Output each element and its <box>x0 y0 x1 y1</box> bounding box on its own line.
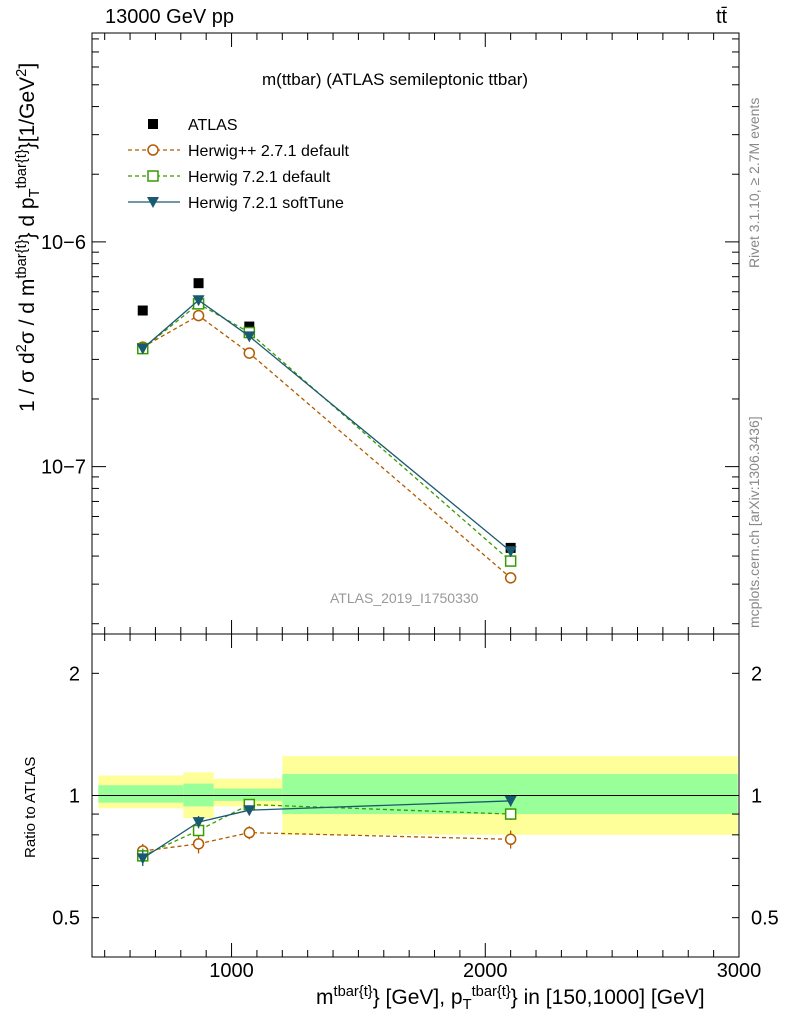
main-point <box>504 572 517 584</box>
y-tick-label-ratio: 0.5 <box>52 908 80 930</box>
main-series-layer <box>136 278 517 584</box>
ratio-point <box>243 805 256 817</box>
main-point <box>504 546 517 558</box>
band-inner-1 <box>183 783 214 807</box>
legend-label: Herwig++ 2.7.1 default <box>188 143 350 160</box>
main-point <box>192 295 205 307</box>
y-tick-label-main: 10−6 <box>41 232 86 254</box>
main-series-line-3 <box>142 299 512 552</box>
ratio-point <box>136 853 149 865</box>
side-text-rivet: Rivet 3.1.10, ≥ 2.7M events <box>746 97 762 268</box>
main-point <box>243 331 256 343</box>
ratio-point <box>504 808 517 820</box>
band-inner-3 <box>282 773 738 815</box>
y-axis-label-main: 1 / σ d2σ / d mtbar{t}} d pTtbar{t}}[1/G… <box>14 62 44 412</box>
chart-title: m(ttbar) (ATLAS semileptonic ttbar) <box>262 70 529 89</box>
legend: ATLAS Herwig++ 2.7.1 default Herwig 7.2.1 … <box>128 117 350 212</box>
legend-marker <box>148 119 158 129</box>
ratio-point <box>504 795 517 807</box>
side-text-source: mcplots.cern.ch [arXiv:1306.3436] <box>746 416 762 628</box>
main-series-line-1 <box>142 314 512 579</box>
legend-label: ATLAS <box>188 117 238 134</box>
header-left: 13000 GeV pp <box>105 6 234 28</box>
x-tick-label: 2000 <box>463 960 508 982</box>
band-inner-2 <box>213 788 283 801</box>
ratio-point <box>192 838 205 850</box>
main-series-line-2 <box>142 303 512 562</box>
legend-label: Herwig 7.2.1 default <box>188 169 331 186</box>
x-tick-label: 3000 <box>717 960 762 982</box>
y-axis-label-ratio: Ratio to ATLAS <box>22 756 39 858</box>
y-tick-label-ratio-right: 0.5 <box>751 908 779 930</box>
ratio-uncertainty-bands <box>92 756 739 835</box>
main-point <box>136 343 149 355</box>
band-inner-0 <box>98 785 184 803</box>
main-point <box>243 347 256 359</box>
ratio-point <box>192 817 205 829</box>
legend-marker <box>147 197 159 208</box>
ratio-series-line-2 <box>142 800 511 859</box>
main-point <box>137 305 148 316</box>
y-tick-label-ratio-right: 1 <box>751 786 762 808</box>
ratio-series-layer <box>136 795 517 867</box>
ratio-series-line-0 <box>142 831 511 852</box>
x-axis-label: mtbar{t}} [GeV], pTtbar{t}} in [150,1000… <box>316 984 705 1014</box>
y-tick-label-ratio: 1 <box>69 786 80 808</box>
x-tick-label: 1000 <box>209 960 254 982</box>
ratio-point <box>243 826 256 839</box>
legend-label: Herwig 7.2.1 softTune <box>188 195 344 212</box>
ratio-series-line-1 <box>142 803 511 857</box>
main-point <box>504 555 517 567</box>
main-point <box>192 309 205 322</box>
main-point <box>193 278 204 289</box>
y-tick-label-main: 10−7 <box>41 457 86 479</box>
legend-marker <box>147 144 159 156</box>
axis-ticks: 10−6 10−7 0.5 0.5 1 1 2 2 1000 2000 3000 <box>41 33 779 982</box>
watermark: ATLAS_2019_I1750330 <box>330 590 479 606</box>
y-tick-label-ratio: 2 <box>69 663 80 685</box>
legend-marker <box>147 170 159 182</box>
header-right: tt̄ <box>716 6 728 28</box>
ratio-point <box>504 833 517 846</box>
y-tick-label-ratio-right: 2 <box>751 663 762 685</box>
main-point <box>244 321 255 332</box>
